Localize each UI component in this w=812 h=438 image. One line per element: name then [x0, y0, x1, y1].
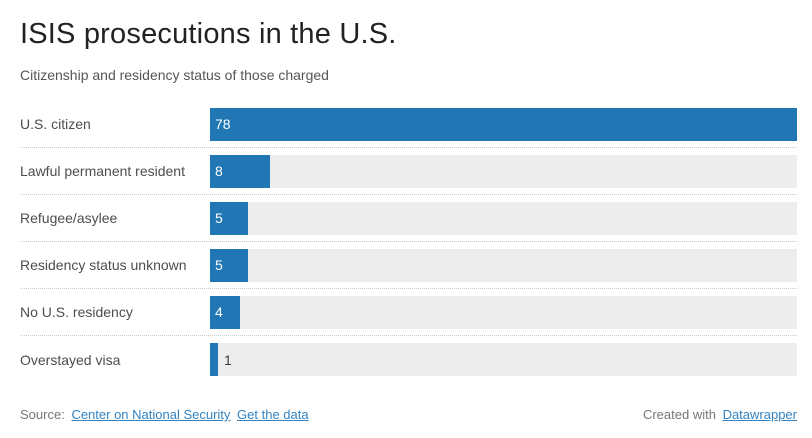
- bar-row: Overstayed visa 1: [20, 336, 797, 383]
- bar-track: 8: [210, 154, 797, 188]
- bar-row: Residency status unknown 5: [20, 242, 797, 289]
- source-line: Source: Center on National Security Get …: [20, 407, 309, 422]
- bar-row: No U.S. residency 4: [20, 289, 797, 336]
- bar-track: 4: [210, 295, 797, 329]
- bar: 5: [210, 201, 248, 235]
- category-label: Lawful permanent resident: [20, 163, 185, 179]
- value-label: 5: [215, 210, 223, 226]
- category-label: Residency status unknown: [20, 257, 187, 273]
- bar-row: Refugee/asylee 5: [20, 195, 797, 242]
- bar: 4: [210, 295, 240, 329]
- get-the-data-link[interactable]: Get the data: [237, 407, 309, 422]
- created-with-label: Created with: [642, 407, 716, 422]
- bar: 5: [210, 248, 248, 282]
- value-label: 4: [215, 304, 223, 320]
- attribution-line: Created with Datawrapper: [643, 407, 797, 422]
- value-label: 8: [215, 163, 223, 179]
- source-link[interactable]: Center on National Security: [71, 407, 231, 422]
- bar-row: U.S. citizen 78: [20, 101, 797, 148]
- bar-track: 5: [210, 201, 797, 235]
- bar-track: 78: [210, 107, 797, 141]
- chart-subtitle: Citizenship and residency status of thos…: [20, 67, 329, 83]
- category-label: No U.S. residency: [20, 304, 133, 320]
- bar: [210, 343, 218, 376]
- bar: 8: [210, 154, 270, 188]
- source-label: Source:: [20, 407, 65, 422]
- value-label: 5: [215, 257, 223, 273]
- category-label: Refugee/asylee: [20, 210, 118, 226]
- bar-chart: U.S. citizen 78 Lawful permanent residen…: [20, 101, 797, 383]
- chart-footer: Source: Center on National Security Get …: [20, 407, 797, 422]
- category-label: Overstayed visa: [20, 351, 121, 368]
- category-label: U.S. citizen: [20, 116, 91, 132]
- datawrapper-link[interactable]: Datawrapper: [722, 407, 797, 422]
- value-label: 78: [215, 116, 231, 132]
- page-title: ISIS prosecutions in the U.S.: [20, 18, 397, 50]
- bar-row: Lawful permanent resident 8: [20, 148, 797, 195]
- bar: 78: [210, 107, 797, 141]
- bar-track: 1: [210, 343, 797, 376]
- value-label: 1: [224, 351, 232, 368]
- bar-track: 5: [210, 248, 797, 282]
